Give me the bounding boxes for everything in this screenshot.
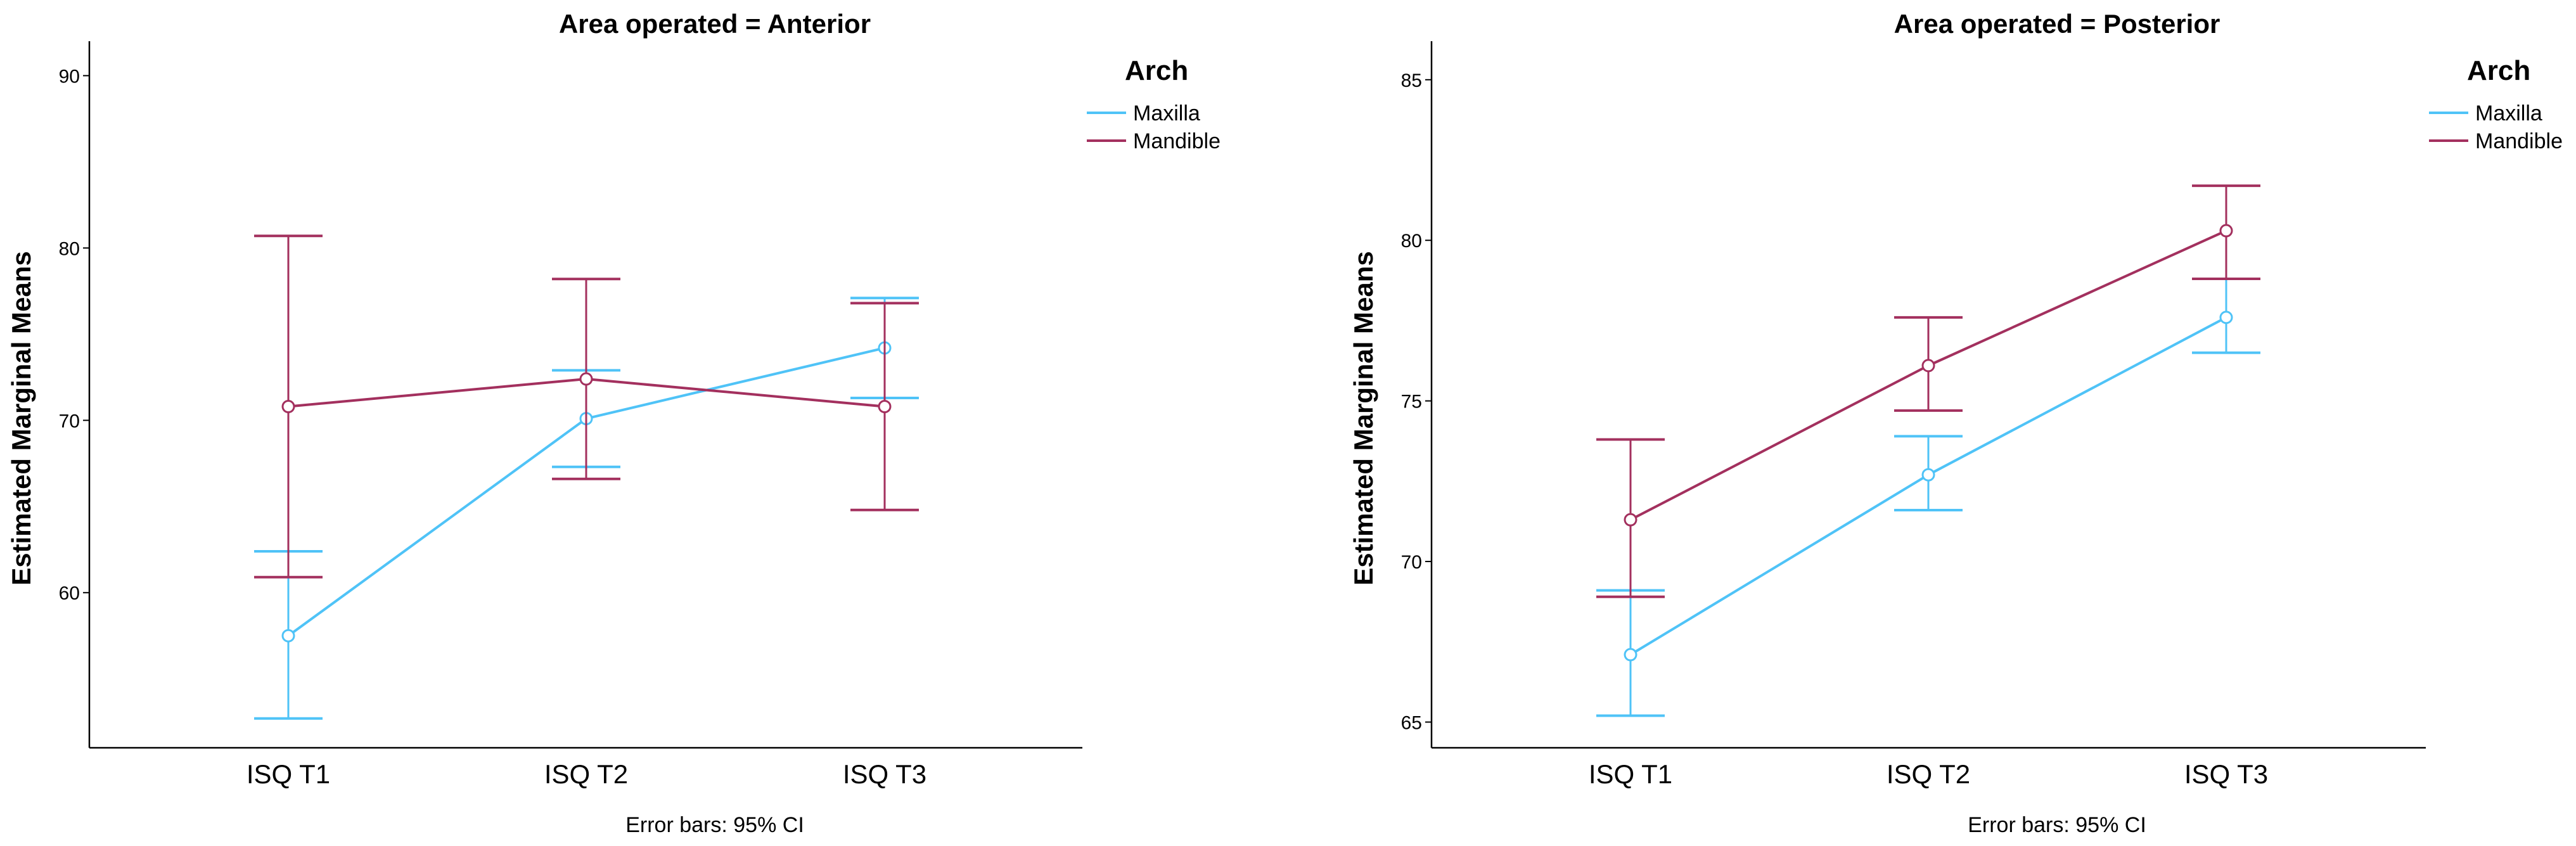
x-axis-categories: ISQ T1 ISQ T2 ISQ T3 [1589, 759, 2268, 789]
data-point [2219, 224, 2233, 238]
x-axis-categories: ISQ T1 ISQ T2 ISQ T3 [247, 759, 926, 789]
y-tick-label: 60 [59, 583, 80, 604]
chart-panel-posterior: Area operated = Posterior Estimated Marg… [1349, 9, 2563, 837]
legend-title: Arch [1125, 55, 1188, 86]
data-point [1921, 468, 1935, 482]
data-point [1624, 648, 1637, 662]
y-axis-label: Estimated Marginal Means [6, 251, 36, 585]
y-tick-label: 90 [59, 66, 80, 87]
data-point [2219, 311, 2233, 324]
legend: Maxilla Mandible [2429, 101, 2563, 153]
y-tick-label: 80 [1401, 231, 1422, 252]
legend-item-mandible: Mandible [1087, 129, 1221, 153]
x-category-label: ISQ T2 [544, 759, 628, 789]
y-axis-label: Estimated Marginal Means [1349, 251, 1378, 585]
x-category-label: ISQ T2 [1887, 759, 1970, 789]
data-point [579, 372, 593, 386]
data-point [281, 400, 295, 414]
y-tick-label: 65 [1401, 712, 1422, 733]
x-category-label: ISQ T3 [843, 759, 926, 789]
legend-label: Maxilla [2475, 101, 2542, 125]
x-category-label: ISQ T3 [2184, 759, 2268, 789]
x-category-label: ISQ T1 [1589, 759, 1672, 789]
legend-title: Arch [2467, 55, 2530, 86]
series-marks [1596, 184, 2260, 717]
error-bars-note: Error bars: 95% CI [1968, 813, 2146, 837]
legend-item-maxilla: Maxilla [2429, 101, 2542, 125]
legend-item-mandible: Mandible [2429, 129, 2563, 153]
chart-title: Area operated = Posterior [1894, 9, 2220, 39]
chart-panel-anterior: Area operated = Anterior Estimated Margi… [6, 9, 1221, 837]
y-tick-label: 70 [59, 411, 80, 432]
data-point [281, 629, 295, 643]
series-maxilla [1596, 278, 2260, 717]
legend-label: Mandible [2475, 129, 2563, 153]
y-tick-label: 75 [1401, 392, 1422, 413]
data-point [1921, 359, 1935, 373]
legend: Maxilla Mandible [1087, 101, 1221, 153]
legend-label: Mandible [1133, 129, 1221, 153]
y-tick-label: 70 [1401, 552, 1422, 573]
legend-item-maxilla: Maxilla [1087, 101, 1200, 125]
data-point [878, 400, 892, 414]
y-tick-label: 80 [59, 238, 80, 259]
x-category-label: ISQ T1 [247, 759, 330, 789]
series-mandible [1596, 184, 2260, 598]
y-tick-label: 85 [1401, 70, 1422, 91]
y-axis-ticks: 65 70 75 80 85 [1401, 70, 1432, 733]
chart-title: Area operated = Anterior [559, 9, 871, 39]
series-mandible [254, 234, 919, 579]
data-point [1624, 513, 1637, 527]
error-bars-note: Error bars: 95% CI [625, 813, 804, 837]
series-marks [254, 234, 919, 720]
y-axis-ticks: 60 70 80 90 [59, 66, 89, 604]
legend-label: Maxilla [1133, 101, 1200, 125]
